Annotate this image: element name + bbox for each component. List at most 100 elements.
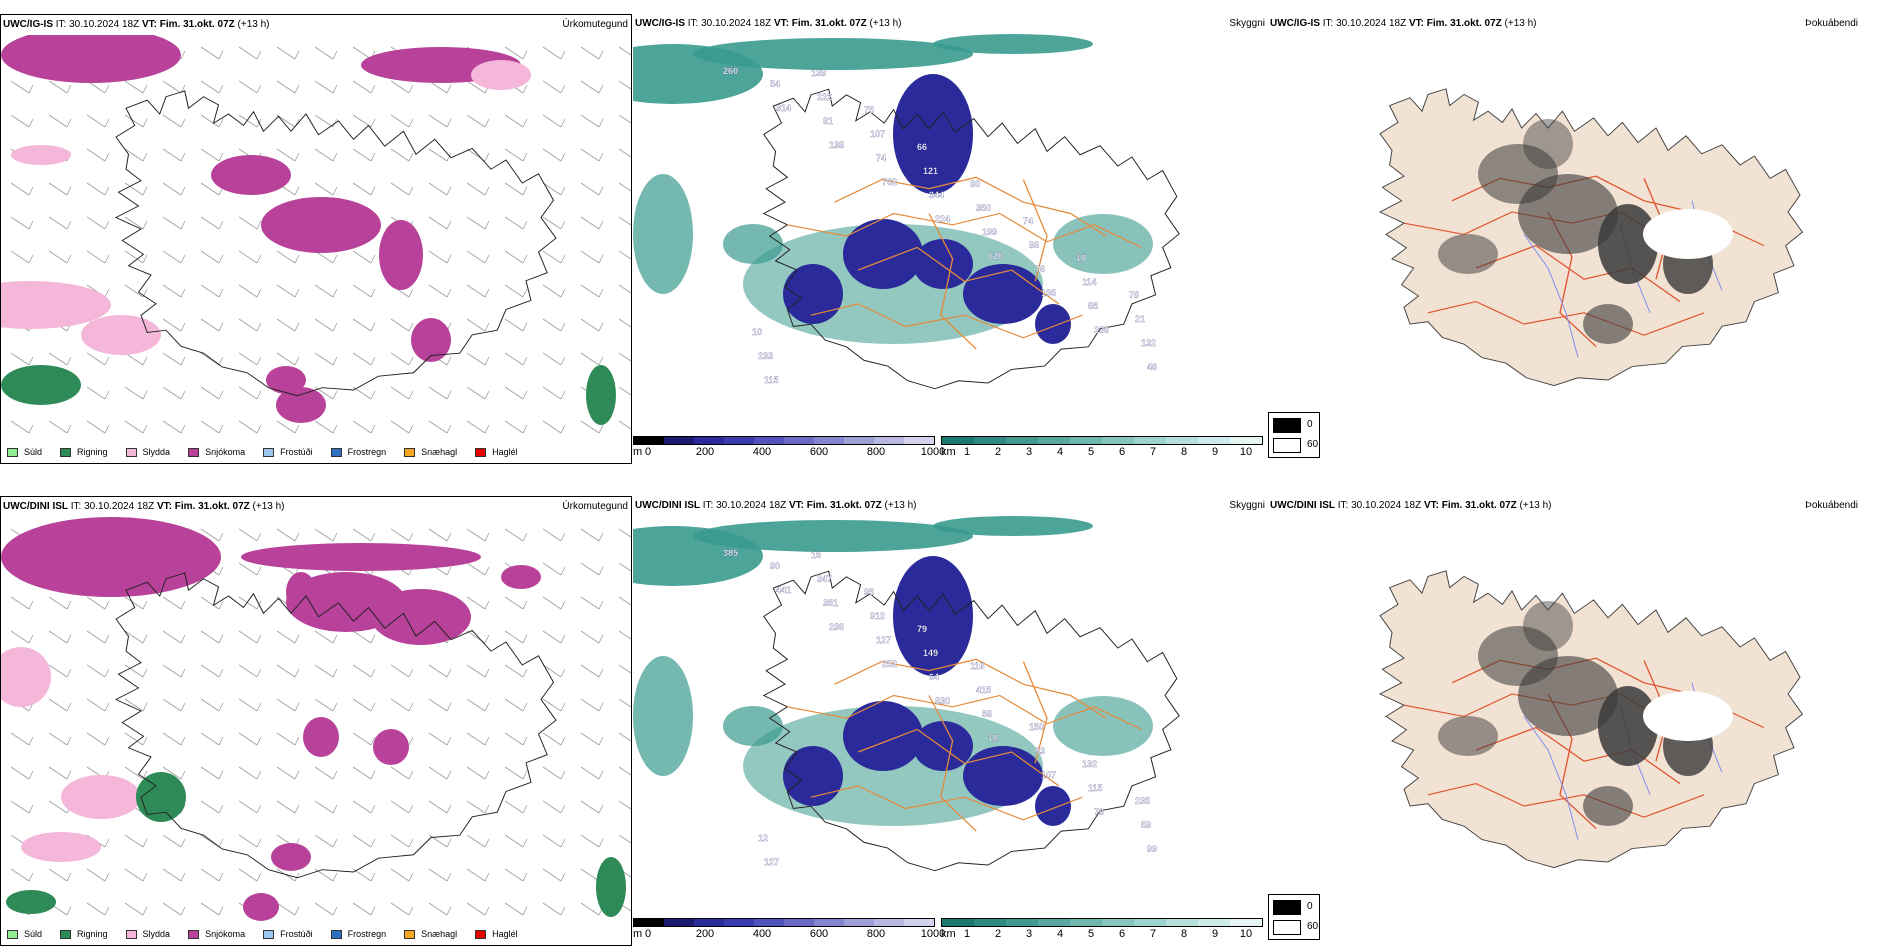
- cloud-base-value: 10: [1076, 253, 1086, 263]
- wind-barb: [390, 114, 410, 128]
- wind-barb: [466, 250, 486, 264]
- visibility-tick: 6: [1118, 446, 1126, 458]
- wind-barb: [314, 114, 334, 128]
- low-cloud-area: [893, 556, 973, 676]
- cloud-base-value: 199: [982, 227, 997, 237]
- colorbar-cell: [1230, 437, 1262, 444]
- wind-barb: [124, 834, 144, 848]
- wind-barb: [200, 284, 220, 298]
- fog-legend-label: 60: [1307, 439, 1319, 450]
- wind-barb: [542, 250, 562, 264]
- visibility-tick: 10: [1239, 928, 1253, 940]
- wind-barb: [352, 766, 372, 780]
- model-label: UWC/IG-IS: [1270, 18, 1320, 29]
- cloud-base-value: 314: [776, 103, 791, 113]
- wind-barb: [504, 148, 524, 162]
- wind-barb: [580, 528, 600, 542]
- wind-barb: [428, 386, 448, 400]
- visibility-tick: 9: [1211, 928, 1219, 940]
- cloud-base-value: 107: [870, 129, 885, 139]
- fog-legend-swatch: [1273, 418, 1301, 433]
- precip-map: [1, 517, 631, 921]
- wind-barb: [276, 698, 296, 712]
- cloud-base-value: 195: [1041, 288, 1056, 298]
- fog-legend-swatch: [1273, 900, 1301, 915]
- wind-barb: [618, 352, 631, 362]
- cloud-base-value: 99: [1147, 844, 1157, 854]
- wind-barb: [276, 80, 296, 94]
- colorbar-cell: [904, 437, 934, 444]
- model-label: UWC/DINI ISL: [3, 501, 68, 512]
- colorbar-cell: [1198, 437, 1230, 444]
- wind-barb: [428, 250, 448, 264]
- visibility-tick: 10: [1239, 446, 1253, 458]
- colorbar-cell: [664, 437, 694, 444]
- wind-barb: [10, 868, 30, 882]
- wind-barb: [580, 562, 600, 576]
- wind-barb: [162, 664, 182, 678]
- init-time: IT: 30.10.2024 18Z: [1320, 18, 1409, 29]
- wind-barb: [504, 630, 524, 644]
- wind-barb: [86, 698, 106, 712]
- wind-barb: [124, 284, 144, 298]
- cloud-base-value: 81: [823, 116, 833, 126]
- wind-barb: [86, 80, 106, 94]
- panel-header: UWC/IG-IS IT: 30.10.2024 18Z VT: Fim. 31…: [1270, 18, 1537, 29]
- wind-barb: [162, 216, 182, 230]
- cloud-base-value: 80: [970, 179, 980, 189]
- cloud-base-value: 138: [811, 68, 826, 78]
- wind-barb: [352, 664, 372, 678]
- wind-barb: [48, 216, 68, 230]
- cloud-base-tick: 200: [695, 928, 715, 940]
- wind-barb: [124, 148, 144, 162]
- cloud-base-value: 79: [1094, 807, 1104, 817]
- wind-barb: [618, 318, 631, 328]
- wind-barb: [580, 664, 600, 678]
- coastline: [762, 88, 1180, 390]
- cloud-base-value: 222: [817, 92, 832, 102]
- wind-barb: [352, 318, 372, 332]
- wind-barb: [428, 664, 448, 678]
- wind-barb: [48, 766, 68, 780]
- wind-barb: [428, 732, 448, 746]
- wind-barb: [504, 420, 524, 434]
- wind-barb: [10, 732, 30, 746]
- fog-index-panel: UWC/IG-IS IT: 30.10.2024 18Z VT: Fim. 31…: [1268, 14, 1900, 464]
- legend-swatch: [475, 447, 487, 457]
- wind-barb: [238, 766, 258, 780]
- wind-barb: [48, 630, 68, 644]
- wind-barb: [162, 630, 182, 644]
- wind-barb: [314, 352, 334, 366]
- wind-barb: [276, 318, 296, 332]
- wind-barb: [352, 630, 372, 644]
- wind-barb: [276, 664, 296, 678]
- model-label: UWC/IG-IS: [3, 19, 53, 30]
- wind-barb: [86, 664, 106, 678]
- fog-index-panel: UWC/DINI ISL IT: 30.10.2024 18Z VT: Fim.…: [1268, 496, 1900, 946]
- fog-legend-label: 60: [1307, 921, 1319, 932]
- visibility-tick: 1: [963, 928, 971, 940]
- colorbar-cell: [724, 437, 754, 444]
- wind-barb: [238, 834, 258, 848]
- wind-barb: [542, 148, 562, 162]
- fog-legend-label: 0: [1307, 901, 1313, 912]
- wind-barb: [542, 216, 562, 230]
- cloud-base-value: 762: [882, 177, 897, 187]
- wind-barb: [618, 46, 631, 56]
- wind-barb: [162, 596, 182, 610]
- cloud-base-value: 21: [1135, 314, 1145, 324]
- visibility-tick: 2: [994, 928, 1002, 940]
- snow-area: [371, 589, 471, 645]
- wind-barb: [542, 664, 562, 678]
- road-network: [834, 658, 1107, 832]
- legend-label: Súld: [24, 447, 43, 457]
- legend-label: Slydda: [142, 929, 171, 939]
- visibility-tick: 1: [963, 446, 971, 458]
- road-network: [834, 176, 1107, 350]
- wind-barb: [618, 766, 631, 776]
- wind-barb: [504, 698, 524, 712]
- wind-barb: [352, 114, 372, 128]
- lead-time: (+13 h): [234, 19, 270, 30]
- wind-barb: [618, 834, 631, 844]
- wind-barb: [48, 352, 68, 366]
